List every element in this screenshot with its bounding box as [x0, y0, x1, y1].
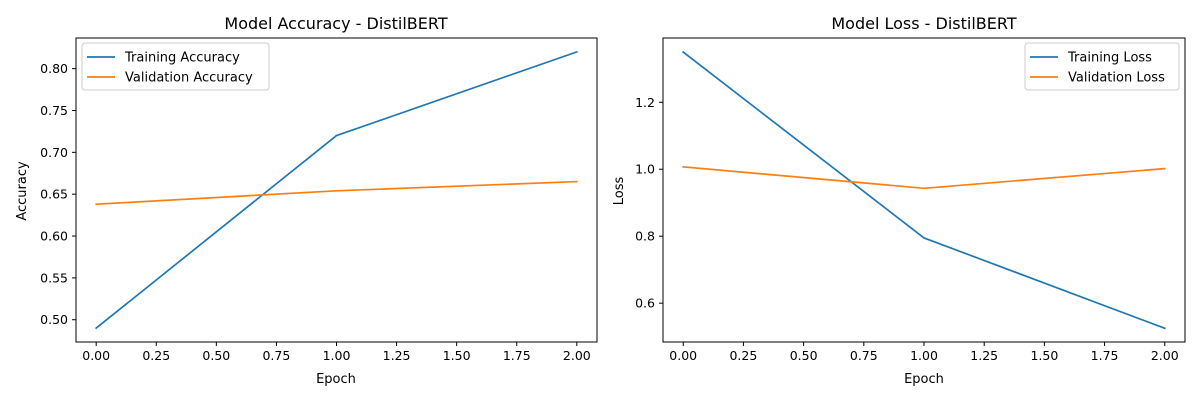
accuracy-y-tick-label: 0.55	[40, 270, 68, 285]
accuracy-legend-box	[81, 42, 270, 91]
accuracy-legend-label-validation: Validation Accuracy	[125, 71, 253, 86]
loss-x-tick-label: 0.00	[669, 348, 697, 363]
accuracy-y-tick-label: 0.60	[40, 229, 68, 244]
accuracy-y-tick-label: 0.50	[40, 312, 68, 327]
loss-series-line-training	[682, 50, 1166, 330]
accuracy-x-tick-label: 0.25	[142, 348, 170, 363]
loss-legend: Training Loss Validation Loss	[1024, 42, 1180, 91]
accuracy-chart: Model Accuracy - DistilBERT Epoch Accura…	[15, 14, 598, 387]
loss-legend-box	[1024, 42, 1180, 91]
accuracy-y-tick-label: 0.80	[40, 61, 68, 76]
accuracy-x-tick-label: 0.50	[202, 348, 230, 363]
loss-x-tick-label: 0.50	[790, 348, 818, 363]
accuracy-chart-title: Model Accuracy - DistilBERT	[224, 14, 447, 33]
loss-x-tick-label: 2.00	[1151, 348, 1179, 363]
loss-y-tick-label: 1.0	[635, 162, 655, 177]
loss-y-tick-label: 0.8	[635, 229, 655, 244]
loss-y-ticks: 0.6 0.8 1.0 1.2	[635, 95, 663, 311]
loss-x-tick-label: 1.00	[910, 348, 938, 363]
accuracy-axes-frame	[75, 37, 598, 343]
accuracy-lines	[95, 50, 578, 330]
accuracy-series-line-training	[95, 50, 578, 330]
loss-x-tick-label: 1.75	[1091, 348, 1119, 363]
accuracy-y-ticks: 0.50 0.55 0.60 0.65 0.70 0.75 0.80	[40, 61, 76, 327]
loss-y-tick-label: 1.2	[635, 95, 655, 110]
accuracy-x-ticks: 0.00 0.25 0.50 0.75 1.00 1.25 1.50 1.75 2.00	[82, 342, 591, 363]
loss-y-tick-label: 0.6	[635, 296, 655, 311]
accuracy-series-line-validation	[95, 180, 578, 206]
accuracy-x-tick-label: 1.75	[503, 348, 531, 363]
accuracy-y-label: Accuracy	[15, 161, 30, 221]
loss-x-label: Epoch	[904, 372, 944, 387]
loss-lines	[682, 50, 1166, 330]
loss-x-ticks: 0.00 0.25 0.50 0.75 1.00 1.25 1.50 1.75 2.00	[669, 342, 1179, 363]
loss-x-tick-label: 0.75	[850, 348, 878, 363]
loss-legend-label-training: Training Loss	[1067, 51, 1152, 66]
accuracy-x-tick-label: 1.25	[383, 348, 411, 363]
loss-chart: Model Loss - DistilBERT Epoch Loss 0.00 0…	[612, 14, 1186, 387]
accuracy-x-tick-label: 1.00	[323, 348, 351, 363]
loss-x-tick-label: 1.25	[970, 348, 998, 363]
loss-y-label: Loss	[612, 177, 627, 206]
accuracy-y-tick-label: 0.65	[40, 187, 68, 202]
loss-chart-title: Model Loss - DistilBERT	[831, 14, 1016, 33]
accuracy-x-tick-label: 0.00	[82, 348, 110, 363]
accuracy-legend-label-training: Training Accuracy	[124, 51, 240, 66]
accuracy-x-label: Epoch	[316, 372, 356, 387]
loss-series-line-validation	[682, 165, 1166, 190]
accuracy-x-tick-label: 0.75	[262, 348, 290, 363]
accuracy-x-tick-label: 1.50	[443, 348, 471, 363]
loss-x-tick-label: 1.50	[1030, 348, 1058, 363]
accuracy-legend: Training Accuracy Validation Accuracy	[81, 42, 270, 91]
loss-axes-frame	[662, 37, 1186, 343]
loss-x-tick-label: 0.25	[729, 348, 757, 363]
accuracy-y-tick-label: 0.75	[40, 103, 68, 118]
loss-legend-label-validation: Validation Loss	[1068, 71, 1165, 86]
accuracy-x-tick-label: 2.00	[563, 348, 591, 363]
accuracy-y-tick-label: 0.70	[40, 145, 68, 160]
